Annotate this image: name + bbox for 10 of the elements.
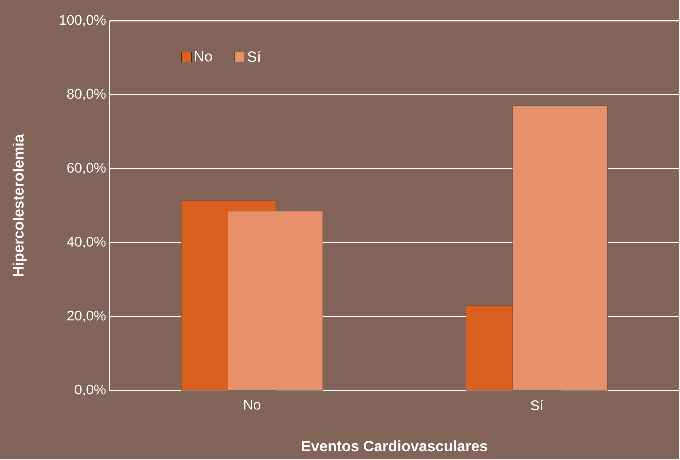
y-tick-label: 60,0% bbox=[68, 163, 106, 175]
legend-label: No bbox=[195, 52, 212, 62]
y-tick-label: 20,0% bbox=[68, 311, 106, 323]
y-tick-label: 40,0% bbox=[67, 237, 106, 249]
y-tick-label: 0,0% bbox=[75, 385, 106, 397]
x-axis-title: Eventos Cardiovasculares bbox=[302, 440, 488, 452]
y-tick-label: 100,0% bbox=[60, 15, 106, 27]
legend-label: Sí bbox=[248, 51, 262, 62]
y-axis-title: Hipercolesterolemia bbox=[12, 134, 27, 276]
y-tick-label: 80,0% bbox=[67, 89, 106, 101]
